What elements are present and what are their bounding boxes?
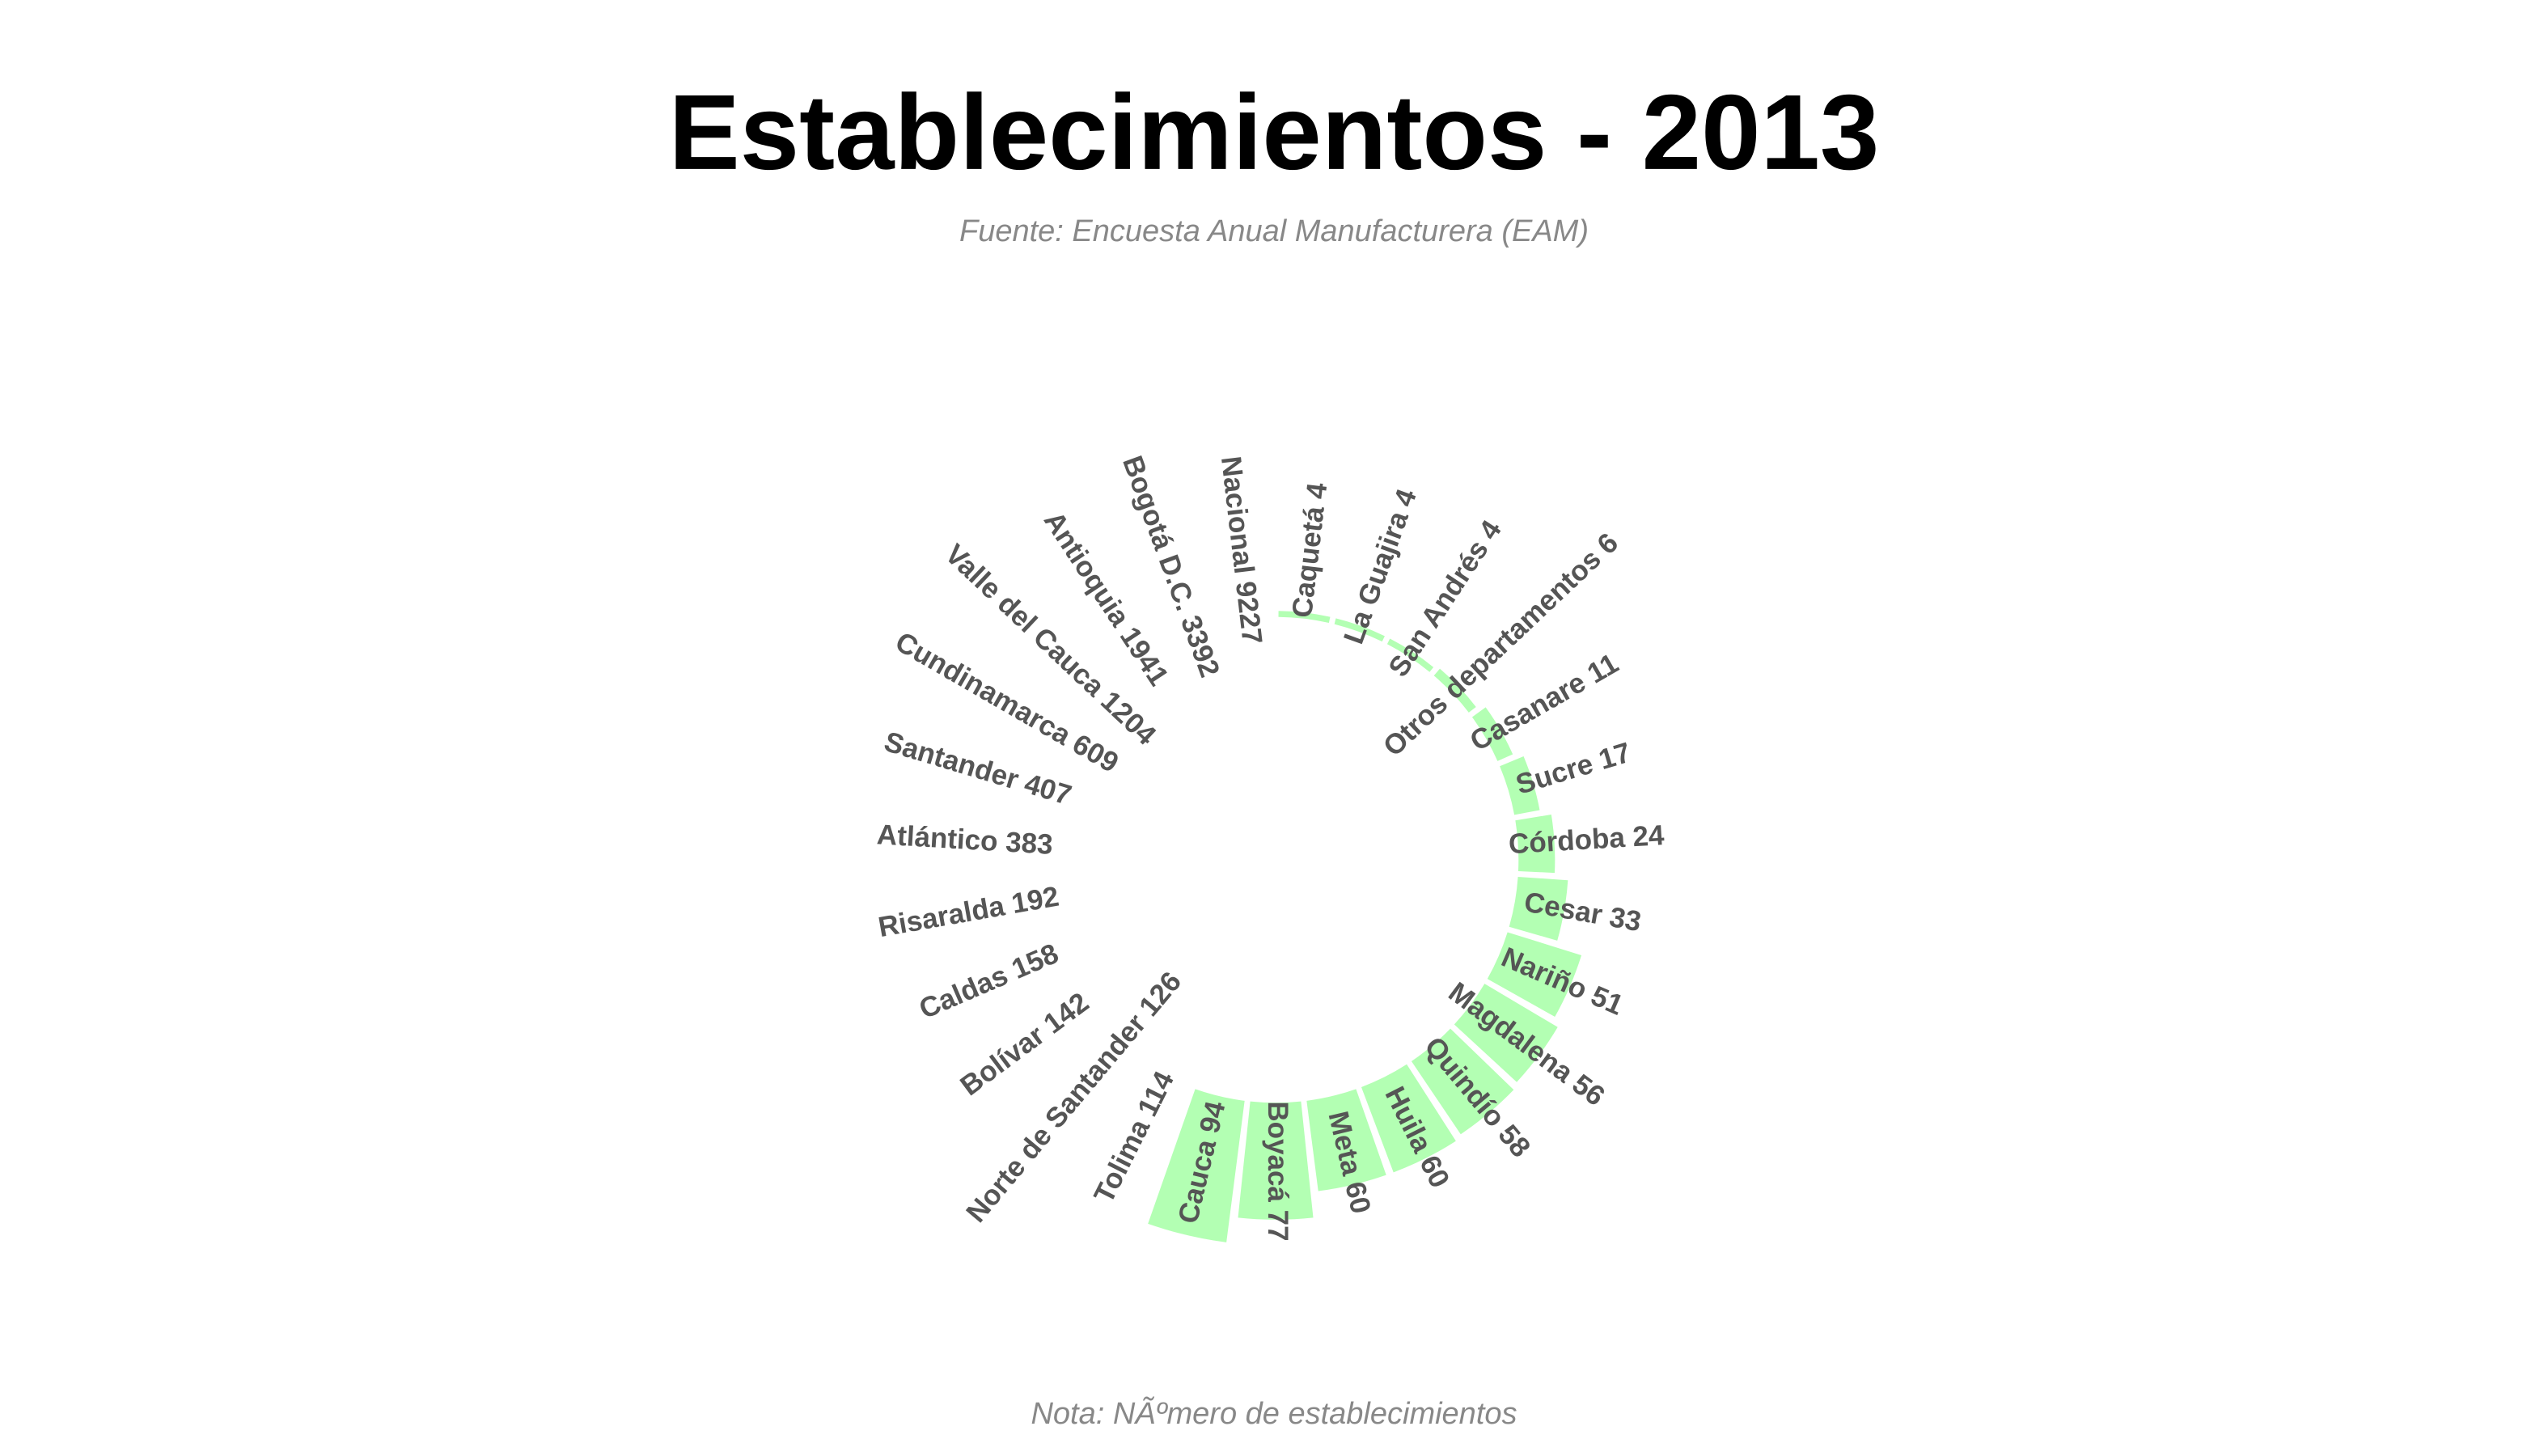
bar bbox=[1148, 1089, 1245, 1242]
value-label: 11 bbox=[1582, 648, 1624, 690]
value-label: 3392 bbox=[1175, 612, 1225, 682]
value-label: 33 bbox=[1607, 901, 1644, 938]
value-label: 158 bbox=[1007, 938, 1063, 985]
bar bbox=[1334, 618, 1385, 642]
chart-note: Nota: NÃºmero de establecimientos bbox=[1031, 1396, 1517, 1431]
bar bbox=[1515, 814, 1555, 874]
value-label: 77 bbox=[1262, 1210, 1293, 1242]
category-label: Santander bbox=[881, 726, 1023, 796]
category-label: Caquetá bbox=[1286, 504, 1331, 619]
category-label: Sucre bbox=[1513, 748, 1597, 801]
bar-label: Boyacá 77 bbox=[1262, 1101, 1293, 1241]
value-label: 1941 bbox=[1114, 621, 1175, 691]
value-label: 9227 bbox=[1230, 580, 1268, 646]
value-label: 383 bbox=[1005, 827, 1054, 861]
category-label: Atlántico bbox=[876, 819, 999, 858]
chart-title: Establecimientos - 2013 bbox=[669, 73, 1880, 192]
category-label: Bogotá D.C. bbox=[1116, 452, 1201, 616]
bar-label: Risaralda 192 bbox=[876, 881, 1061, 944]
category-label: Bolívar bbox=[954, 1019, 1051, 1102]
value-label: 126 bbox=[1133, 966, 1187, 1022]
bar-label: Córdoba 24 bbox=[1508, 819, 1666, 860]
bars bbox=[1148, 611, 1582, 1242]
bar bbox=[1454, 984, 1558, 1082]
category-label: Caldas bbox=[915, 959, 1013, 1025]
category-label: Antioquia bbox=[1038, 506, 1136, 633]
value-label: 24 bbox=[1632, 819, 1666, 853]
bar bbox=[1361, 1064, 1456, 1173]
category-label: Córdoba bbox=[1508, 822, 1626, 860]
chart-subtitle: Fuente: Encuesta Anual Manufacturera (EA… bbox=[959, 214, 1589, 248]
value-label: 60 bbox=[1339, 1179, 1377, 1217]
value-label: 142 bbox=[1038, 987, 1094, 1040]
bar bbox=[1238, 1101, 1314, 1220]
value-label: 4 bbox=[1473, 514, 1509, 545]
value-label: 58 bbox=[1492, 1119, 1536, 1163]
category-label: Norte de Santander bbox=[960, 1008, 1153, 1229]
bar-label: Caquetá 4 bbox=[1286, 480, 1333, 619]
bar bbox=[1386, 638, 1434, 672]
bar-label: Atlántico 383 bbox=[876, 819, 1054, 861]
category-label: La Guajira bbox=[1338, 507, 1415, 649]
value-label: 4 bbox=[1301, 480, 1334, 500]
bar bbox=[1433, 668, 1476, 713]
value-label: 609 bbox=[1067, 728, 1124, 779]
value-label: 192 bbox=[1009, 881, 1061, 921]
value-label: 17 bbox=[1595, 737, 1634, 777]
category-label: Boyacá bbox=[1262, 1101, 1293, 1202]
bar bbox=[1471, 707, 1513, 761]
bar bbox=[1500, 756, 1540, 815]
bar bbox=[1411, 1028, 1514, 1135]
bar bbox=[1509, 876, 1568, 941]
value-label: 51 bbox=[1586, 980, 1627, 1022]
value-label: 56 bbox=[1566, 1069, 1610, 1113]
bar bbox=[1278, 611, 1331, 624]
category-label: Nacional bbox=[1215, 455, 1260, 575]
value-label: 94 bbox=[1194, 1098, 1232, 1136]
value-label: 60 bbox=[1413, 1150, 1455, 1192]
value-label: 407 bbox=[1021, 768, 1075, 811]
bar bbox=[1487, 932, 1582, 1018]
value-label: 4 bbox=[1388, 485, 1423, 510]
bar-label: Nacional 9227 bbox=[1215, 455, 1268, 645]
value-label: 6 bbox=[1591, 527, 1624, 561]
bar bbox=[1306, 1089, 1386, 1191]
value-label: 114 bbox=[1132, 1066, 1180, 1121]
category-label: Tolima bbox=[1088, 1114, 1157, 1208]
bar-label: Sucre 17 bbox=[1513, 737, 1635, 801]
category-label: Risaralda bbox=[876, 891, 1007, 944]
